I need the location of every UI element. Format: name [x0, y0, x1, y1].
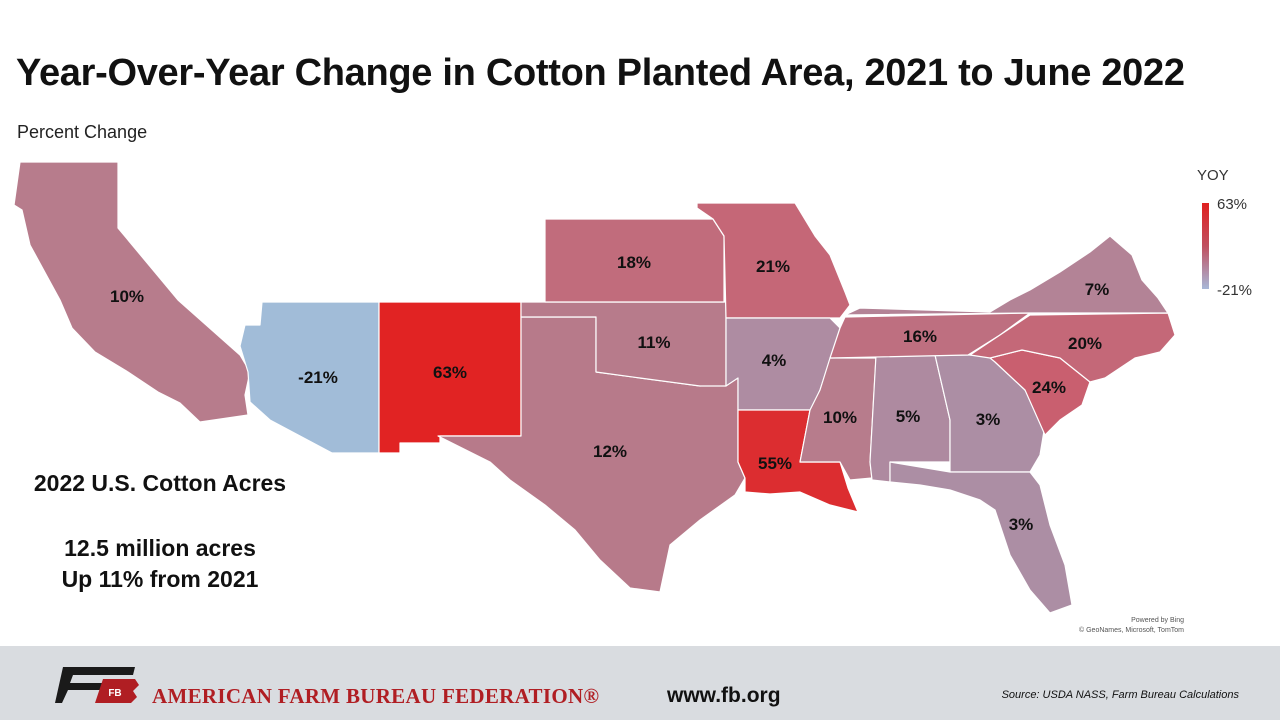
state-florida[interactable]	[889, 461, 1073, 614]
state-label-mississippi: 10%	[823, 408, 857, 427]
footer-bar: FB AMERICAN FARM BUREAU FEDERATION® www.…	[0, 646, 1280, 720]
source-note: Source: USDA NASS, Farm Bureau Calculati…	[1001, 689, 1239, 701]
state-label-california: 10%	[110, 287, 144, 306]
summary-change: Up 11% from 2021	[61, 566, 259, 592]
legend-color-scale	[1202, 203, 1209, 289]
state-north-carolina[interactable]	[969, 312, 1176, 383]
map-subtitle: Percent Change	[17, 122, 148, 142]
state-label-oklahoma: 11%	[637, 333, 670, 352]
farm-bureau-logo: FB	[55, 667, 139, 703]
state-label-virginia: 7%	[1085, 280, 1110, 299]
website-link[interactable]: www.fb.org	[667, 684, 781, 707]
logo-text: FB	[108, 688, 121, 699]
state-label-louisiana: 55%	[758, 454, 792, 473]
state-virginia[interactable]	[844, 235, 1169, 316]
legend-min-label: -21%	[1217, 282, 1253, 299]
organization-name: AMERICAN FARM BUREAU FEDERATION®	[152, 684, 600, 708]
state-label-georgia: 3%	[976, 410, 1001, 429]
state-missouri[interactable]	[696, 202, 851, 319]
state-california[interactable]	[13, 161, 251, 423]
state-label-alabama: 5%	[896, 407, 921, 426]
state-label-south-carolina: 24%	[1032, 378, 1066, 397]
state-label-missouri: 21%	[756, 257, 790, 276]
map-legend: YOY 63% -21%	[1195, 165, 1265, 305]
state-label-arkansas: 4%	[762, 351, 787, 370]
legend-title: YOY	[1197, 167, 1229, 184]
state-label-arizona: -21%	[298, 368, 338, 387]
state-label-florida: 3%	[1009, 515, 1034, 534]
page-title: Year-Over-Year Change in Cotton Planted …	[16, 52, 1185, 94]
state-label-north-carolina: 20%	[1068, 334, 1102, 353]
attribution-powered-by: Powered by Bing	[1131, 617, 1184, 624]
state-label-new-mexico: 63%	[433, 363, 467, 382]
state-label-texas: 12%	[593, 442, 627, 461]
choropleth-map: 10% -21% 63% 12% 11% 18% 21% 4% 55% 10% …	[13, 161, 1176, 614]
legend-max-label: 63%	[1217, 196, 1248, 213]
summary-heading: 2022 U.S. Cotton Acres	[33, 470, 287, 496]
state-kansas[interactable]	[544, 218, 725, 303]
attribution-credits: © GeoNames, Microsoft, TomTom	[1079, 627, 1184, 634]
map-attribution: Powered by Bing © GeoNames, Microsoft, T…	[1079, 616, 1184, 636]
state-label-kansas: 18%	[617, 253, 651, 272]
summary-acres: 12.5 million acres	[64, 535, 256, 561]
state-label-tennessee: 16%	[903, 327, 937, 346]
